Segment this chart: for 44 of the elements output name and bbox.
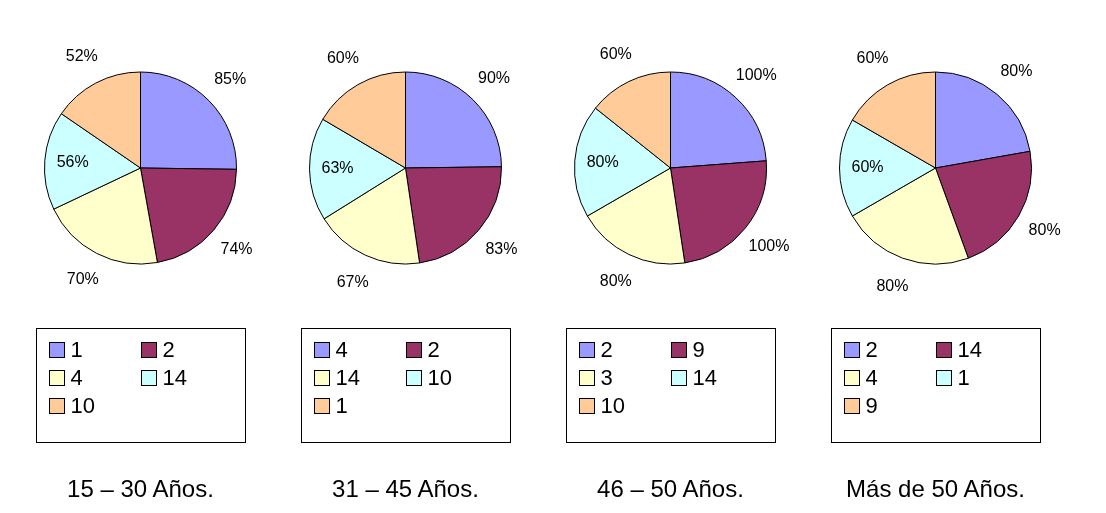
data-label: 74% <box>220 239 253 257</box>
legend-label: 10 <box>600 393 625 419</box>
data-label: 67% <box>336 272 369 290</box>
legend-label: 2 <box>427 337 440 363</box>
data-label: 60% <box>599 44 632 62</box>
data-label: 52% <box>65 46 98 64</box>
data-label: 60% <box>326 49 359 67</box>
legend-label: 4 <box>70 365 83 391</box>
legend-label: 2 <box>162 337 175 363</box>
data-label: 80% <box>876 276 909 294</box>
text: 15 – 30 Años. <box>67 475 214 503</box>
legend-label: 2 <box>865 337 878 363</box>
legend-label: 14 <box>692 365 717 391</box>
legend-label: 4 <box>865 365 878 391</box>
legend-label: 1 <box>335 393 348 419</box>
legend-label: 3 <box>600 365 613 391</box>
data-label: 80% <box>599 271 632 289</box>
data-label: 80% <box>586 153 619 171</box>
legend-label: 14 <box>162 365 187 391</box>
legend-label: 9 <box>865 393 878 419</box>
text: 46 – 50 Años. <box>597 475 744 503</box>
legend-label: 14 <box>335 365 360 391</box>
text: 31 – 45 Años. <box>332 475 479 503</box>
data-label: 56% <box>56 153 89 171</box>
data-label: 60% <box>851 158 884 176</box>
data-label: 60% <box>856 49 889 67</box>
data-label: 100% <box>748 236 790 254</box>
data-label: 70% <box>66 270 99 288</box>
data-label: 83% <box>485 240 518 258</box>
data-label: 100% <box>735 66 777 84</box>
legend-label: 1 <box>70 337 83 363</box>
data-label: 80% <box>1028 221 1061 239</box>
legend-label: 14 <box>957 337 982 363</box>
legend-label: 2 <box>600 337 613 363</box>
data-label: 80% <box>1000 61 1033 79</box>
legend-label: 10 <box>427 365 452 391</box>
text: Más de 50 Años. <box>846 475 1025 503</box>
legend-label: 9 <box>692 337 705 363</box>
data-label: 90% <box>478 68 511 86</box>
legend-label: 1 <box>957 365 970 391</box>
legend-label: 4 <box>335 337 348 363</box>
data-label: 85% <box>214 69 247 87</box>
legend-label: 10 <box>70 393 95 419</box>
data-label: 63% <box>321 159 354 177</box>
